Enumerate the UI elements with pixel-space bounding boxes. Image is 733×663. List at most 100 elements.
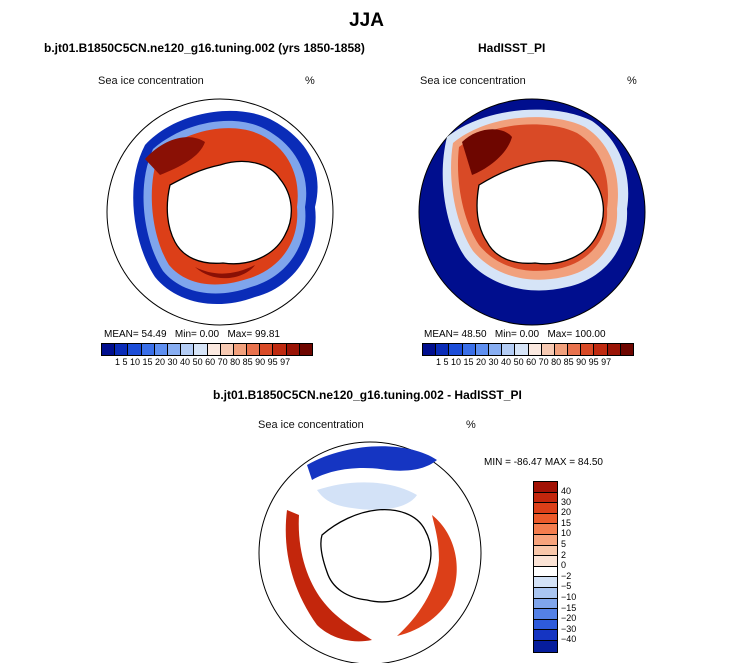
colorbar-swatch [260,344,274,355]
panel-1-antarctica [166,160,292,265]
panel-1-colorbar [101,343,313,356]
figure-title: JJA [349,10,384,31]
panel-1-max-label: Max= [227,329,253,340]
panel-2-polar-map [418,98,646,326]
colorbar-swatch [534,566,557,578]
colorbar-swatch [534,619,557,631]
colorbar-swatch [220,344,234,355]
panel-2-ice-dark [462,129,512,175]
colorbar-swatch [534,513,557,525]
panel-2-colorbar [422,343,634,356]
colorbar-swatch [534,534,557,546]
colorbar-tick-label: 10 [561,528,572,539]
panel-2-min-value: 0.00 [519,329,540,340]
colorbar-swatch [594,344,608,355]
panel-3-title: b.jt01.B1850C5CN.ne120_g16.tuning.002 - … [213,388,522,402]
colorbar-swatch [273,344,287,355]
panel-1-ice-dark [145,137,255,279]
colorbar-swatch [534,556,557,567]
panel-1-max-value: 99.81 [254,329,280,340]
colorbar-swatch [620,344,633,355]
colorbar-swatch [534,609,557,620]
colorbar-swatch [534,503,557,514]
colorbar-tick-label: −2 [561,570,572,581]
panel-3-field-label: Sea ice concentration [258,419,364,431]
colorbar-tick-label: −15 [561,602,577,613]
colorbar-tick-label: 5 [561,539,567,549]
colorbar-swatch [568,344,582,355]
panel-2-max-label: Max= [547,329,573,340]
colorbar-swatch [167,344,182,355]
colorbar-swatch [102,344,116,355]
panel-2-stats: MEAN= 48.50 Min= 0.00 Max= 100.00 [424,329,606,340]
colorbar-swatch [534,524,557,535]
colorbar-swatch [233,344,248,355]
colorbar-tick-label: 30 [561,496,572,507]
panel-3-antarctica [320,508,432,603]
colorbar-swatch [554,344,569,355]
panel-1-colorbar-ticks: 1 5 10 15 20 30 40 50 60 70 80 85 90 95 … [115,357,291,367]
colorbar-swatch [207,344,221,355]
colorbar-swatch [449,344,463,355]
colorbar-swatch [286,344,300,355]
colorbar-swatch [502,344,516,355]
panel-2-mean-label: MEAN= [424,329,459,340]
panel-2-field-label: Sea ice concentration [420,75,526,87]
panel-1-stats: MEAN= 54.49 Min= 0.00 Max= 99.81 [104,329,280,340]
panel-2-units: % [627,75,637,87]
colorbar-tick-label: −40 [561,634,577,645]
colorbar-swatch [534,630,557,641]
panel-1-polar-map [106,98,334,326]
panel-3-red-west [285,510,372,642]
colorbar-swatch [141,344,155,355]
colorbar-swatch [154,344,168,355]
panel-2-max-value: 100.00 [574,329,606,340]
panel-1-mean-value: 54.49 [141,329,167,340]
colorbar-swatch [488,344,503,355]
panel-3-red-east [397,515,457,636]
colorbar-swatch [128,344,142,355]
colorbar-swatch [534,545,557,557]
panel-2-mean-value: 48.50 [461,329,487,340]
panel-1-title: b.jt01.B1850C5CN.ne120_g16.tuning.002 (y… [44,41,365,55]
colorbar-tick-label: −20 [561,613,577,624]
colorbar-swatch [194,344,208,355]
panel-2-min-label: Min= [494,329,517,340]
colorbar-swatch [607,344,621,355]
colorbar-tick-label: −30 [561,623,577,634]
panel-2-colorbar-ticks: 1 5 10 15 20 30 40 50 60 70 80 85 90 95 … [436,357,612,367]
panel-1-min-value: 0.00 [199,329,220,340]
colorbar-tick-label: 40 [561,486,572,496]
colorbar-swatch [423,344,437,355]
panel-3-light-blue-region [317,482,417,510]
colorbar-swatch [581,344,595,355]
colorbar-swatch [534,587,557,599]
colorbar-swatch [534,598,557,610]
panel-3-minmax: MIN = -86.47 MAX = 84.50 [484,457,603,468]
colorbar-swatch [436,344,450,355]
colorbar-tick-label: 15 [561,517,572,528]
colorbar-tick-label: 2 [561,549,567,560]
panel-3-polar-map [258,441,482,663]
panel-1-min-label: Min= [174,329,197,340]
panel-3-blue-arc [307,446,437,480]
colorbar-swatch [541,344,555,355]
colorbar-tick-label: 0 [561,560,567,571]
panel-2-antarctica [476,160,604,265]
colorbar-swatch [534,640,557,652]
panel-2-title: HadISST_PI [478,41,546,55]
colorbar-swatch [181,344,195,355]
panel-1-units: % [305,75,315,87]
colorbar-swatch [534,482,557,493]
colorbar-swatch [515,344,529,355]
panel-1-field-label: Sea ice concentration [98,75,204,87]
colorbar-swatch [528,344,542,355]
colorbar-tick-label: −5 [561,581,572,592]
colorbar-swatch [534,492,557,504]
colorbar-swatch [299,344,312,355]
colorbar-swatch [462,344,476,355]
colorbar-tick-label: 20 [561,507,572,518]
colorbar-swatch [247,344,261,355]
colorbar-swatch [475,344,489,355]
colorbar-swatch [115,344,129,355]
